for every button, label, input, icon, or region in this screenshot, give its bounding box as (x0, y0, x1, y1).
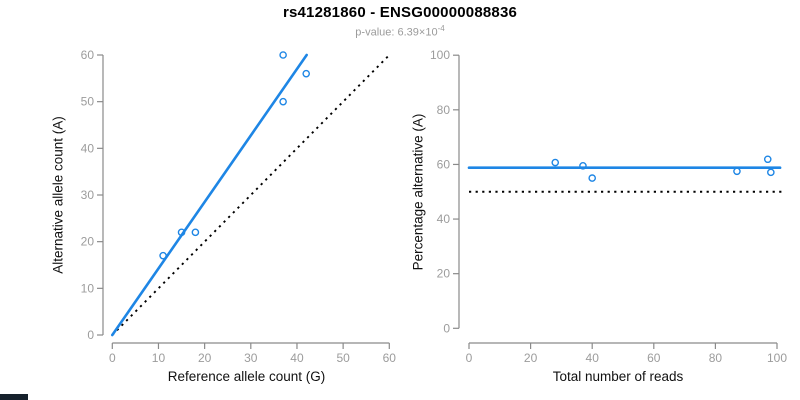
data-point (279, 97, 287, 106)
x-tick-label: 0 (109, 351, 116, 365)
bottom-left-dark-ui-fragment (0, 394, 28, 400)
figure-title: rs41281860 - ENSG00000088836 (282, 4, 518, 21)
x-tick-label: 80 (709, 351, 723, 365)
data-point (191, 228, 200, 237)
pvalue-exponent: -4 (437, 24, 445, 33)
y-axis: 0 20 40 60 80 100 (430, 48, 460, 335)
y-tick-label: 40 (81, 141, 95, 155)
data-point (302, 69, 311, 78)
x-tick-label: 60 (383, 351, 397, 365)
y-tick-label: 10 (81, 281, 95, 295)
data-point (767, 168, 775, 177)
panel-left: 0 10 20 30 40 50 60 0 10 20 30 40 50 60 (81, 48, 397, 365)
data-point (763, 155, 772, 164)
x-tick-label: 50 (336, 351, 350, 365)
x-tick-label: 40 (586, 351, 600, 365)
x-tick-label: 10 (152, 351, 166, 365)
left-x-axis-label: Reference allele count (G) (167, 369, 326, 384)
x-tick-label: 30 (244, 351, 258, 365)
y-tick-label: 80 (437, 103, 451, 117)
y-tick-label: 0 (443, 321, 450, 335)
data-point (279, 51, 287, 59)
fit-line (111, 53, 308, 337)
data-point (177, 228, 186, 237)
figure-subtitle: p-value: 6.39×10-4 (0, 24, 800, 39)
data-point (588, 174, 597, 182)
x-axis: 0 20 40 60 80 100 (466, 342, 787, 365)
x-tick-label: 20 (524, 351, 538, 365)
x-tick-label: 0 (466, 351, 473, 365)
dotted-reference-line (111, 54, 390, 336)
x-tick-label: 100 (767, 351, 787, 365)
y-tick-label: 50 (81, 95, 95, 109)
y-tick-label: 60 (81, 48, 95, 62)
y-tick-label: 100 (430, 48, 450, 62)
y-tick-label: 40 (437, 212, 451, 226)
y-tick-label: 30 (81, 188, 95, 202)
x-axis: 0 10 20 30 40 50 60 (109, 342, 397, 365)
left-y-axis-label: Alternative allele count (A) (50, 116, 66, 274)
x-tick-label: 40 (290, 351, 304, 365)
y-tick-label: 20 (437, 267, 451, 281)
x-tick-label: 60 (647, 351, 661, 365)
right-x-axis-label: Total number of reads (552, 369, 684, 384)
right-y-axis-label: Percentage alternative (A) (410, 113, 426, 271)
y-axis: 0 10 20 30 40 50 60 (81, 48, 104, 342)
data-point (551, 158, 560, 167)
y-tick-label: 60 (437, 157, 451, 171)
data-point (159, 251, 167, 260)
data-point (733, 167, 741, 176)
pvalue-text: p-value: 6.39×10 (355, 26, 438, 39)
data-point (579, 162, 587, 170)
y-tick-label: 0 (87, 328, 94, 342)
panel-right: 0 20 40 60 80 100 0 20 40 60 80 100 (430, 48, 787, 365)
x-tick-label: 20 (198, 351, 212, 365)
y-tick-label: 20 (81, 235, 95, 249)
